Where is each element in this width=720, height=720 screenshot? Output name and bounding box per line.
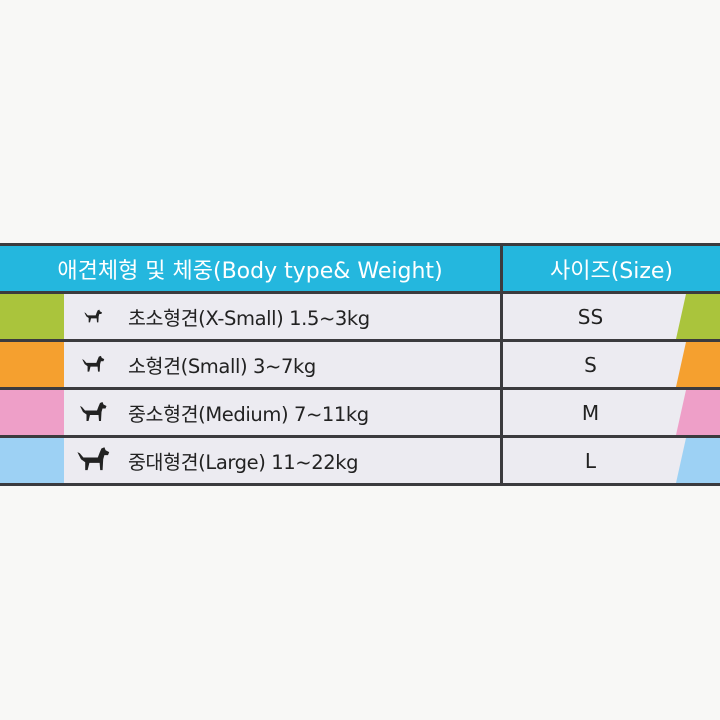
table-row: 소형견(Small) 3~7kg S bbox=[0, 342, 720, 387]
table-row: 중대형견(Large) 11~22kg L bbox=[0, 438, 720, 483]
row-size-cell: M bbox=[503, 390, 720, 435]
row-description-cell: 중대형견(Large) 11~22kg bbox=[64, 438, 500, 483]
row-size: SS bbox=[577, 304, 604, 329]
row-description: 중소형견(Medium) 7~11kg bbox=[128, 403, 369, 426]
header-body-type: 애견체형 및 체중(Body type& Weight) bbox=[0, 246, 500, 291]
small-dog-icon bbox=[58, 355, 128, 375]
medium-dog-icon bbox=[58, 401, 128, 425]
tiny-dog-icon bbox=[58, 309, 128, 325]
color-swatch bbox=[0, 294, 64, 339]
row-description: 소형견(Small) 3~7kg bbox=[128, 355, 316, 378]
row-description-cell: 초소형견(X-Small) 1.5~3kg bbox=[64, 294, 500, 339]
color-swatch bbox=[0, 342, 64, 387]
table-row: 중소형견(Medium) 7~11kg M bbox=[0, 390, 720, 435]
corner-accent bbox=[676, 438, 720, 483]
row-size-cell: L bbox=[503, 438, 720, 483]
color-swatch bbox=[0, 390, 64, 435]
row-description: 중대형견(Large) 11~22kg bbox=[128, 451, 359, 474]
corner-accent bbox=[676, 390, 720, 435]
corner-accent bbox=[676, 342, 720, 387]
table-header-row: 애견체형 및 체중(Body type& Weight) 사이즈(Size) bbox=[0, 246, 720, 291]
row-size-cell: S bbox=[503, 342, 720, 387]
row-size-cell: SS bbox=[503, 294, 720, 339]
table-row: 초소형견(X-Small) 1.5~3kg SS bbox=[0, 294, 720, 339]
color-swatch bbox=[0, 438, 64, 483]
corner-accent bbox=[676, 294, 720, 339]
row-size: M bbox=[581, 400, 600, 425]
large-dog-icon bbox=[58, 446, 128, 475]
row-size: L bbox=[584, 448, 597, 473]
size-chart-table: 애견체형 및 체중(Body type& Weight) 사이즈(Size) 초… bbox=[0, 243, 720, 486]
row-description: 초소형견(X-Small) 1.5~3kg bbox=[128, 307, 370, 330]
row-size: S bbox=[584, 352, 597, 377]
row-description-cell: 중소형견(Medium) 7~11kg bbox=[64, 390, 500, 435]
header-size: 사이즈(Size) bbox=[503, 246, 720, 291]
row-description-cell: 소형견(Small) 3~7kg bbox=[64, 342, 500, 387]
